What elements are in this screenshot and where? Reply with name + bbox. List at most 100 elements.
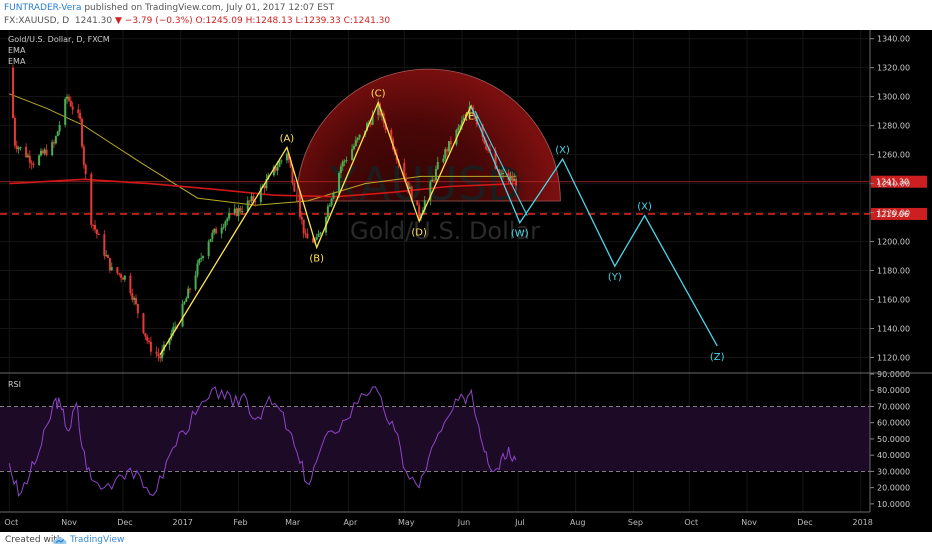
created-with-text: Created with xyxy=(5,535,63,545)
candle-body xyxy=(390,129,393,140)
legend-title: Gold/U.S. Dollar, D, FXCM xyxy=(8,35,110,44)
candle-body xyxy=(207,241,210,257)
candle-body xyxy=(25,147,28,158)
candle-body xyxy=(90,173,93,225)
candle-body xyxy=(457,127,460,131)
wave-annotations[interactable]: (A) (B) (C) (D) (E) (W) (X) (Y) (X) (Z) xyxy=(159,88,725,363)
candle-body xyxy=(259,187,262,202)
candle-body xyxy=(354,140,357,146)
chart-legend: Gold/U.S. Dollar, D, FXCM EMA EMA RSI xyxy=(8,35,110,389)
candle-body xyxy=(58,124,61,132)
author-name[interactable]: FUNTRADER-Vera xyxy=(4,3,82,13)
candle-body xyxy=(405,177,408,182)
candle-body xyxy=(133,298,136,300)
candle-body xyxy=(449,141,452,145)
wave-label: (X) xyxy=(637,201,652,212)
candle-body xyxy=(116,267,119,274)
price-levels: 1241.30 1219.06 xyxy=(0,175,927,220)
x-tick-label: Sep xyxy=(628,518,643,527)
candle-body xyxy=(444,149,447,159)
rsi-tick-label: 60.0000 xyxy=(877,419,910,428)
candle-body xyxy=(291,167,294,183)
wave-label: (D) xyxy=(411,227,427,238)
x-tick-label: 2018 xyxy=(853,518,873,527)
symbol-info: FX:XAUUSD, D 1241.30 ▼ −3.79 (−0.3%) O:1… xyxy=(4,15,390,27)
candle-body xyxy=(317,233,320,238)
y-tick-label: 1240.00 xyxy=(877,180,910,189)
candle-body xyxy=(418,205,421,219)
candle-body xyxy=(172,327,175,334)
published-text: published on TradingView.com, July 01, 2… xyxy=(81,3,335,13)
candle-body xyxy=(343,160,346,162)
candle-body xyxy=(352,145,355,150)
candle-body xyxy=(461,120,464,126)
candle-body xyxy=(226,218,229,222)
candle-body xyxy=(459,125,462,128)
candle-body xyxy=(64,98,67,125)
candle-body xyxy=(433,179,436,181)
candle-body xyxy=(196,263,199,276)
wave-abcde-line xyxy=(159,100,472,355)
candle-body xyxy=(77,109,80,114)
wave-wxyz-line xyxy=(470,106,718,347)
candle-body xyxy=(287,153,290,160)
candle-body xyxy=(254,201,257,203)
candle-body xyxy=(228,213,231,219)
y-tick-label: 1120.00 xyxy=(877,354,910,363)
candle-body xyxy=(485,143,488,150)
x-tick-label: Jul xyxy=(514,518,525,527)
candle-body xyxy=(220,227,223,234)
x-tick-label: May xyxy=(398,518,415,527)
candle-body xyxy=(406,181,409,190)
candle-body xyxy=(149,341,152,352)
candle-body xyxy=(187,288,190,299)
candle-body xyxy=(103,234,106,256)
candle-body xyxy=(403,162,406,178)
candle-body xyxy=(136,303,139,314)
wave-label: (C) xyxy=(371,88,386,99)
legend-ema-2: EMA xyxy=(8,57,26,66)
candle-body xyxy=(120,274,123,278)
x-tick-label: 2017 xyxy=(173,518,193,527)
candle-body xyxy=(384,122,387,130)
y-tick-label: 1180.00 xyxy=(877,267,910,276)
candle-body xyxy=(118,273,121,275)
y-tick-label: 1280.00 xyxy=(877,122,910,131)
candle-body xyxy=(345,160,348,162)
candle-body xyxy=(71,106,74,110)
candle-body xyxy=(332,193,335,199)
candle-body xyxy=(194,275,197,290)
candle-body xyxy=(94,225,97,230)
candle-body xyxy=(45,149,48,156)
candle-body xyxy=(369,122,372,125)
candle-body xyxy=(92,224,95,226)
candle-body xyxy=(494,150,497,169)
symbol-name: FX:XAUUSD, D xyxy=(4,16,70,26)
candle-body xyxy=(28,155,31,163)
candle-body xyxy=(110,267,113,271)
candle-body xyxy=(12,67,15,119)
candle-body xyxy=(442,158,445,162)
candle-body xyxy=(95,229,98,234)
candle-body xyxy=(222,226,225,228)
candle-body xyxy=(43,149,46,154)
price-change: ▼ −3.79 (−0.3%) xyxy=(115,16,193,26)
candle-body xyxy=(338,172,341,194)
wave-label: (B) xyxy=(309,253,324,264)
chart-header: FUNTRADER-Vera published on TradingView.… xyxy=(0,0,932,30)
candle-body xyxy=(511,176,514,182)
candle-body xyxy=(131,293,134,300)
candle-body xyxy=(377,103,380,115)
brand-name[interactable]: TradingView xyxy=(70,535,125,545)
candle-body xyxy=(408,186,411,190)
candle-body xyxy=(263,186,266,189)
candle-body xyxy=(134,298,137,304)
x-tick-label: Nov xyxy=(741,518,757,527)
candle-body xyxy=(436,161,439,169)
ohlc-values: O:1245.09 H:1248.13 L:1239.33 C:1241.30 xyxy=(195,16,391,26)
x-tick-label: Jun xyxy=(457,518,471,527)
x-tick-label: Apr xyxy=(343,518,358,527)
rsi-line xyxy=(8,386,517,497)
candle-body xyxy=(481,124,484,137)
